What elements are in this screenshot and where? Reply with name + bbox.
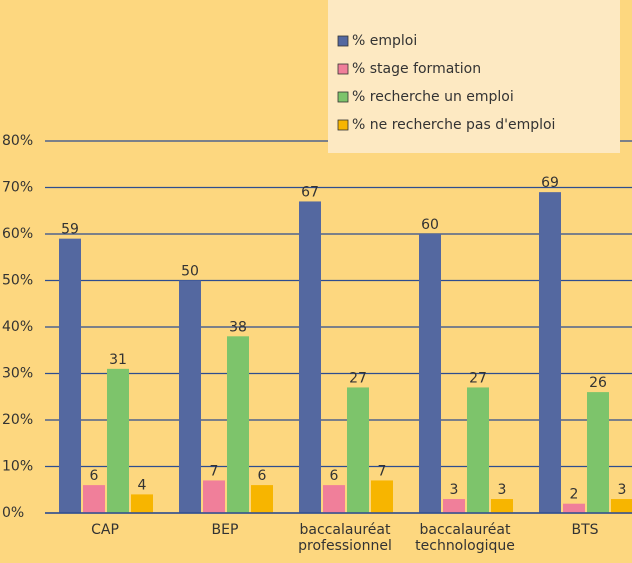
data-label: 26	[589, 375, 607, 391]
bar	[59, 238, 81, 513]
data-label: 3	[450, 482, 459, 498]
x-tick-label: BTS	[571, 522, 599, 538]
data-label: 2	[570, 487, 579, 503]
x-tick-label: baccalauréat technologique	[415, 522, 515, 554]
bar	[587, 392, 609, 513]
bar	[107, 368, 129, 513]
bar	[227, 336, 249, 513]
legend-swatch	[337, 35, 349, 47]
y-tick-label: 40%	[2, 319, 33, 335]
legend-swatch	[337, 91, 349, 103]
data-label: 67	[301, 184, 319, 200]
bar	[203, 480, 225, 513]
bar	[419, 234, 441, 513]
bar	[251, 485, 273, 513]
bar	[299, 201, 321, 513]
bar	[323, 485, 345, 513]
data-label: 6	[258, 468, 267, 484]
y-tick-label: 0%	[2, 505, 24, 521]
x-tick-label: CAP	[91, 522, 119, 538]
data-label: 3	[498, 482, 507, 498]
data-label: 27	[349, 370, 367, 386]
bar	[539, 192, 561, 513]
data-label: 60	[421, 217, 439, 233]
data-label: 38	[229, 319, 247, 335]
bar	[347, 387, 369, 513]
data-label: 31	[109, 352, 127, 368]
x-tick-label: baccalauréat professionnel	[298, 522, 392, 554]
legend-label: % emploi	[352, 33, 417, 49]
data-label: 7	[210, 463, 219, 479]
data-label: 6	[330, 468, 339, 484]
x-tick-label: BEP	[211, 522, 239, 538]
legend-box	[328, 0, 620, 153]
legend-label: % stage formation	[352, 61, 481, 77]
y-tick-label: 70%	[2, 180, 33, 196]
data-label: 3	[618, 482, 627, 498]
data-label: 50	[181, 264, 199, 280]
data-label: 69	[541, 175, 559, 191]
y-tick-label: 10%	[2, 459, 33, 475]
bar	[491, 499, 513, 513]
data-label: 6	[90, 468, 99, 484]
legend-label: % recherche un emploi	[352, 89, 514, 105]
bar	[371, 480, 393, 513]
bar	[131, 494, 153, 513]
data-label: 59	[61, 222, 79, 238]
bar	[179, 280, 201, 513]
bar	[83, 485, 105, 513]
data-label: 4	[138, 477, 147, 493]
data-label: 7	[378, 463, 387, 479]
bar	[611, 499, 632, 513]
y-tick-label: 60%	[2, 226, 33, 242]
legend-swatch	[337, 63, 349, 75]
bar	[563, 503, 585, 513]
y-tick-label: 30%	[2, 366, 33, 382]
y-tick-label: 20%	[2, 412, 33, 428]
legend-swatch	[337, 119, 349, 131]
y-tick-label: 80%	[2, 133, 33, 149]
bar	[443, 499, 465, 513]
legend-label: % ne recherche pas d'emploi	[352, 117, 555, 133]
y-tick-label: 50%	[2, 273, 33, 289]
bar	[467, 387, 489, 513]
data-label: 27	[469, 370, 487, 386]
